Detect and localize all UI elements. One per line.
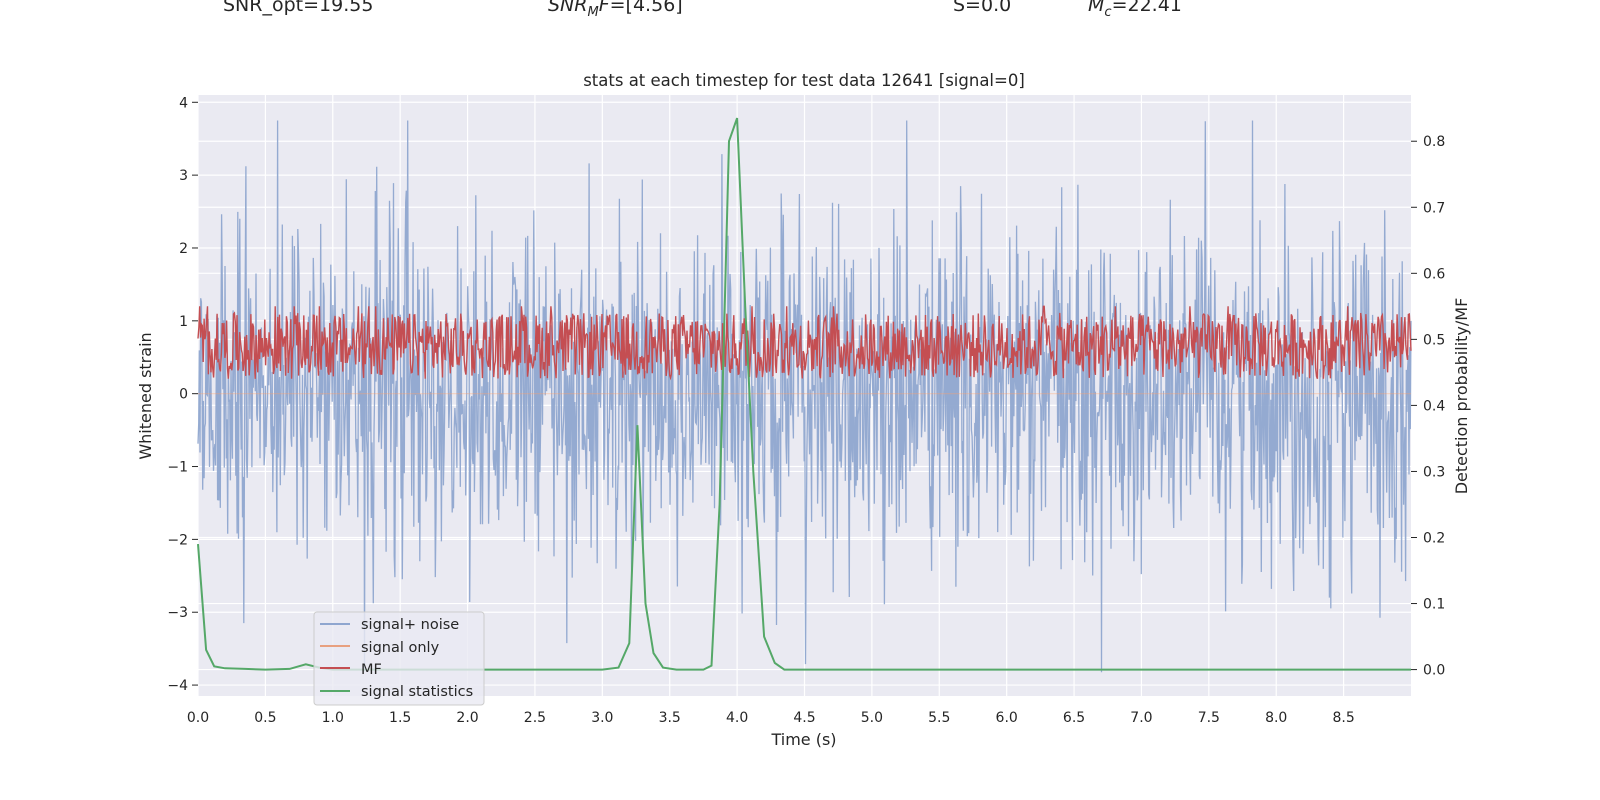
- x-tick-label: 0.5: [254, 710, 276, 726]
- mf-series: [197, 305, 1412, 381]
- chart-title: stats at each timestep for test data 126…: [583, 71, 1025, 90]
- y-tick-label-right: 0.5: [1423, 332, 1445, 348]
- mc-prefix: M: [1088, 0, 1105, 16]
- x-tick-label: 5.0: [861, 710, 883, 726]
- x-tick-label: 3.5: [659, 710, 681, 726]
- y-tick-label-left: −4: [167, 678, 188, 694]
- legend-label-stat: signal statistics: [361, 684, 473, 700]
- y-tick-label-left: 1: [179, 314, 188, 330]
- x-tick-label: 2.0: [456, 710, 478, 726]
- snr-mf-prefix: SNR: [548, 0, 588, 16]
- y-tick-label-right: 0.7: [1423, 200, 1445, 216]
- mc-sub: c: [1104, 4, 1112, 20]
- y-tick-label-right: 0.3: [1423, 464, 1445, 480]
- x-tick-label: 6.0: [996, 710, 1018, 726]
- snr-mf-sub: M: [587, 4, 599, 20]
- y-tick-label-left: 3: [179, 168, 188, 184]
- y-tick-label-right: 0.6: [1423, 266, 1445, 282]
- y-tick-label-left: −2: [167, 532, 188, 548]
- x-tick-label: 3.0: [591, 710, 613, 726]
- x-tick-label: 1.5: [389, 710, 411, 726]
- x-tick-label: 2.5: [524, 710, 546, 726]
- signal-statistics-line: [197, 117, 1411, 671]
- x-tick-label: 1.0: [322, 710, 344, 726]
- x-tick-label: 6.5: [1063, 710, 1085, 726]
- signal-statistics-series: [197, 117, 1411, 671]
- signal-noise-line: [197, 120, 1412, 673]
- legend-label-mf: MF: [361, 662, 382, 678]
- snr-opt-text: SNR_opt=19.55: [223, 0, 374, 16]
- y-tick-label-left: 2: [179, 241, 188, 257]
- mf-line: [197, 305, 1412, 381]
- y-tick-label-right: 0.8: [1423, 134, 1445, 150]
- y-tick-label-right: 0.4: [1423, 398, 1445, 414]
- y-tick-label-left: −1: [167, 460, 188, 476]
- y-tick-label-right: 0.1: [1423, 597, 1445, 613]
- x-tick-label: 7.0: [1130, 710, 1152, 726]
- y-tick-label-right: 0.0: [1423, 663, 1445, 679]
- x-tick-label: 7.5: [1198, 710, 1220, 726]
- y-tick-label-left: −3: [167, 605, 188, 621]
- x-tick-label: 4.0: [726, 710, 748, 726]
- legend: signal+ noise signal only MF signal stat…: [313, 611, 485, 706]
- y-axis-right-label: Detection probability/MF: [1452, 298, 1471, 495]
- y-tick-label-left: 4: [179, 95, 188, 111]
- x-axis-label: Time (s): [770, 730, 836, 749]
- x-tick-label: 0.0: [187, 710, 209, 726]
- x-tick-label: 8.0: [1265, 710, 1287, 726]
- signal-noise-series: [197, 120, 1412, 673]
- x-tick-label: 5.5: [928, 710, 950, 726]
- y-tick-label-right: 0.2: [1423, 530, 1445, 546]
- y-axis-left-label: Whitened strain: [136, 332, 155, 459]
- mc-suffix: =22.41: [1111, 0, 1182, 16]
- snr-mf-suffix: =[4.56]: [609, 0, 683, 16]
- legend-label-signal: signal only: [361, 640, 440, 656]
- x-tick-label: 8.5: [1332, 710, 1354, 726]
- x-tick-label: 4.5: [793, 710, 815, 726]
- y-tick-label-left: 0: [179, 387, 188, 403]
- s-value-text: S=0.0: [953, 0, 1012, 16]
- mc-text: Mc=22.41: [1088, 0, 1182, 20]
- snr-mf-text: SNRMF=[4.56]: [548, 0, 683, 20]
- snr-mf-suffix-f: F: [598, 0, 610, 16]
- legend-label-noise: signal+ noise: [361, 617, 459, 633]
- tick-labels: 0.0 0.5 1.0 1.5 2.0 2.5 3.0 3.5 4.0 4.5 5.0 5.5 6.0 6…: [167, 95, 1445, 726]
- legend-box: [313, 611, 485, 706]
